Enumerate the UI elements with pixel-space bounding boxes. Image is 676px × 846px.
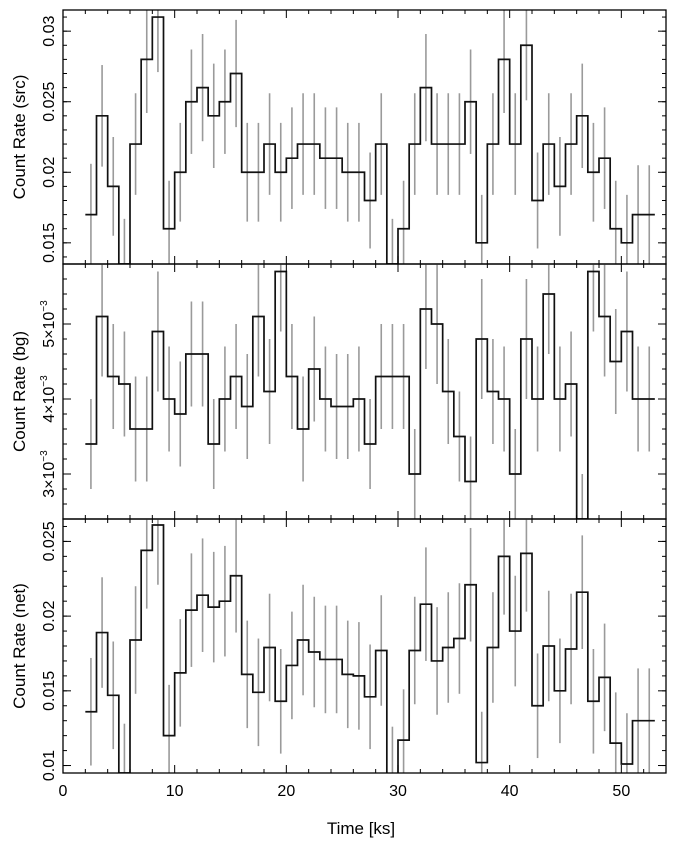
y-tick-label-bg: 3×10−3 [39, 450, 58, 498]
y-tick-label-bg: 5×10−3 [39, 300, 58, 348]
plot-area-src [85, 10, 655, 264]
y-tick-label-src: 0.025 [41, 82, 58, 122]
y-axis-label-src: Count Rate (src) [10, 75, 29, 200]
x-axis-label: Time [ks] [327, 819, 395, 838]
x-tick-label: 20 [277, 783, 295, 800]
panel-net: 0.01 0.015 0.02 0.025 Count Rate (net) [10, 518, 667, 781]
x-tick-label: 40 [501, 783, 519, 800]
frame-net [62, 518, 667, 774]
plot-area-net [85, 519, 655, 773]
panel-src: 0.015 0.02 0.025 0.03 Count Rate (src) [10, 9, 667, 265]
y-tick-label-src: 0.03 [41, 15, 58, 46]
x-tick-label: 50 [612, 783, 630, 800]
y-tick-label-net: 0.01 [41, 750, 58, 781]
plot-area-bg [85, 264, 655, 519]
x-tick-label: 30 [389, 783, 407, 800]
panels: 0.015 0.02 0.025 0.03 Count Rate (src) 3×10−3… [10, 9, 667, 800]
y-tick-exponent-bg: −3 [39, 300, 50, 312]
step-line-net [85, 524, 655, 773]
y-axis-label-net: Count Rate (net) [10, 583, 29, 709]
step-line-bg [85, 270, 655, 519]
frame-src [62, 9, 667, 265]
y-tick-label-src: 0.015 [41, 223, 58, 263]
x-tick-labels: 0 10 20 30 40 50 [59, 783, 631, 800]
y-tick-label-bg: 4×10−3 [39, 375, 58, 423]
y-tick-exponent-bg: −3 [39, 375, 50, 387]
y-tick-label-net: 0.025 [41, 521, 58, 561]
y-tick-exponent-bg: −3 [39, 450, 50, 462]
x-tick-label: 0 [59, 783, 68, 800]
step-line-src [85, 16, 655, 264]
y-tick-label-net: 0.015 [41, 671, 58, 711]
frame-bg [62, 263, 667, 520]
panel-bg: 3×10−3 4×10−3 5×10−3 Count Rate (bg) [10, 263, 667, 520]
x-tick-label: 10 [166, 783, 184, 800]
y-axis-label-bg: Count Rate (bg) [10, 331, 29, 452]
y-tick-label-net: 0.02 [41, 600, 58, 631]
y-tick-label-src: 0.02 [41, 157, 58, 188]
